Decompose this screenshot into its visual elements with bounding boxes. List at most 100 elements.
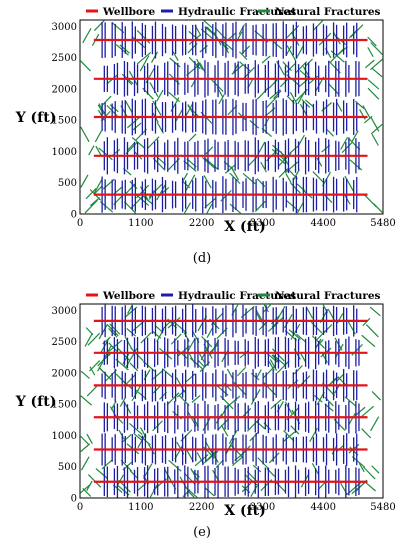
natural-fracture — [183, 160, 197, 172]
natural-fracture — [229, 203, 241, 214]
natural-fracture — [249, 431, 259, 442]
natural-fracture — [202, 416, 212, 431]
natural-fracture — [85, 187, 97, 200]
natural-fracture — [95, 468, 108, 479]
natural-fracture — [185, 174, 196, 191]
x-tick-label: 5480 — [370, 218, 395, 229]
natural-fracture — [88, 145, 95, 156]
natural-fracture — [110, 400, 117, 411]
natural-fracture — [109, 104, 119, 113]
natural-fracture — [206, 326, 214, 339]
natural-fracture — [241, 482, 252, 493]
natural-fracture — [285, 173, 292, 184]
natural-fracture — [268, 361, 275, 371]
x-tick-label: 4400 — [311, 502, 336, 513]
natural-fracture — [313, 394, 323, 403]
natural-fracture — [210, 78, 224, 92]
natural-fracture — [217, 418, 229, 431]
natural-fracture — [125, 100, 133, 113]
natural-fracture — [364, 59, 375, 69]
natural-fracture — [285, 63, 296, 73]
y-tick-label: 1500 — [52, 116, 77, 127]
natural-fracture — [367, 36, 377, 47]
natural-fracture — [183, 202, 191, 214]
wellbores — [93, 38, 368, 196]
natural-fracture — [246, 418, 260, 432]
natural-fracture — [162, 321, 171, 330]
natural-fracture — [289, 145, 299, 154]
plot-frame — [79, 303, 384, 499]
natural-fracture — [132, 122, 142, 131]
natural-fracture — [231, 456, 243, 467]
natural-fracture — [305, 99, 314, 108]
x-axis-label: X (ft) — [224, 219, 265, 235]
natural-fracture — [255, 369, 262, 380]
natural-fracture — [321, 352, 328, 364]
natural-fracture — [285, 45, 292, 56]
natural-fracture — [84, 199, 98, 214]
natural-fracture — [97, 109, 105, 121]
natural-fracture — [283, 430, 295, 442]
natural-fracture — [234, 449, 248, 462]
x-axis-label: X (ft) — [224, 503, 265, 519]
legend-label-1: Hydraulic Fractures — [178, 6, 296, 18]
natural-fracture — [119, 396, 127, 407]
natural-fracture — [215, 413, 223, 424]
natural-fracture — [220, 424, 229, 437]
natural-fracture — [202, 20, 213, 29]
natural-fracture — [369, 58, 383, 71]
natural-fracture — [170, 333, 182, 345]
natural-fracture — [263, 116, 270, 127]
natural-fracture — [290, 31, 300, 46]
axes: 0 1100 2200 3300 4400 5480 0 500 1000 1500 2000 250… — [15, 22, 396, 235]
natural-fracture — [136, 30, 151, 44]
natural-fracture — [172, 51, 179, 61]
natural-fracture — [299, 352, 307, 363]
natural-fracture — [133, 432, 143, 442]
natural-fracture — [86, 433, 93, 444]
x-tick-label: 0 — [77, 502, 83, 513]
y-tick-label: 2500 — [52, 53, 77, 64]
x-tick-label: 2200 — [189, 502, 214, 513]
natural-fracture — [296, 201, 305, 214]
natural-fracture — [289, 91, 297, 104]
natural-fracture — [257, 141, 266, 155]
natural-fracture — [168, 91, 181, 103]
natural-fracture — [115, 373, 127, 385]
wellbores — [93, 319, 368, 483]
natural-fracture — [260, 161, 267, 173]
x-tick-label: 1100 — [128, 218, 153, 229]
natural-fracture — [354, 406, 366, 417]
natural-fracture — [80, 443, 91, 453]
natural-fracture — [348, 413, 356, 426]
natural-fracture — [367, 79, 380, 90]
natural-fracture — [312, 20, 324, 32]
natural-fracture — [80, 456, 90, 471]
natural-fracture — [254, 200, 266, 213]
natural-fracture — [80, 174, 89, 188]
natural-fracture — [101, 353, 112, 362]
natural-fracture — [370, 122, 383, 135]
natural-fracture — [247, 156, 258, 167]
natural-fracture — [344, 175, 355, 193]
natural-fracture — [205, 146, 214, 155]
natural-fracture — [80, 483, 91, 494]
x-tick-label: 5480 — [370, 502, 395, 513]
natural-fracture — [271, 316, 284, 328]
natural-fracture — [373, 203, 383, 213]
natural-fracture — [126, 373, 137, 385]
natural-fracture — [219, 40, 229, 50]
natural-fracture — [255, 420, 266, 430]
natural-fracture — [323, 324, 333, 334]
natural-fracture — [262, 304, 273, 313]
natural-fracture — [80, 370, 90, 379]
y-tick-label: 1000 — [52, 431, 77, 442]
natural-fracture — [156, 184, 166, 201]
natural-fracture — [191, 394, 201, 403]
natural-fracture — [136, 51, 152, 65]
natural-fracture — [98, 324, 108, 340]
natural-fracture — [297, 134, 305, 147]
natural-fracture — [371, 391, 381, 401]
natural-fracture — [340, 136, 349, 150]
